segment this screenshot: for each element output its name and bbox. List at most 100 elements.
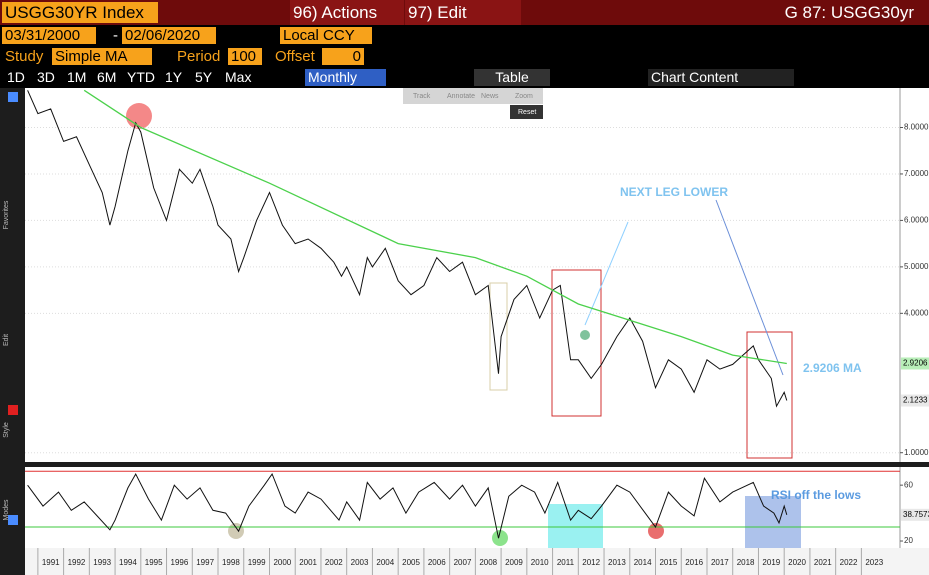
x-tick-label: 2001 (299, 558, 317, 567)
x-tick-label: 1995 (145, 558, 163, 567)
annotation: RSI off the lows (771, 488, 861, 502)
x-tick-label: 2004 (376, 558, 394, 567)
range-button[interactable]: 5Y (195, 69, 213, 85)
annotation: 2.9206 MA (803, 361, 862, 375)
y-tick-label: 1.0000 (904, 448, 929, 457)
chart-area: NEXT LEG LOWER 2.9206 MA RSI off the low… (0, 88, 929, 575)
annotation: NEXT LEG LOWER (620, 185, 728, 199)
table-button[interactable]: Table (474, 69, 550, 86)
highlight-box (551, 269, 602, 417)
range-button[interactable]: 1Y (165, 69, 183, 85)
range-row: Monthly Table Chart Content 1D 3D 1M 6M YTD 1… (0, 67, 929, 88)
study[interactable]: Simple MA (52, 48, 152, 65)
series-line (27, 472, 788, 539)
date-sep: - (113, 27, 118, 44)
tool-label: Track (413, 93, 431, 100)
x-tick-label: 2009 (505, 558, 523, 567)
edit-tab[interactable]: 97) Edit (405, 0, 521, 25)
x-axis-band (25, 548, 929, 575)
x-tick-label: 2016 (685, 558, 703, 567)
x-tick-label: 2023 (865, 558, 883, 567)
x-tick-label: 2021 (814, 558, 832, 567)
sidebar-label: Modes (3, 499, 10, 521)
x-tick-label: 2003 (351, 558, 369, 567)
series-line (83, 89, 787, 365)
x-tick-label: 2015 (659, 558, 677, 567)
tool-icon[interactable] (8, 92, 18, 102)
range-button[interactable]: 6M (97, 69, 117, 85)
highlight-box (745, 496, 801, 548)
offset[interactable]: 0 (322, 48, 364, 65)
panel-divider (25, 462, 929, 467)
last-value-label: 38.7573 (903, 510, 929, 519)
x-tick-label: 1992 (68, 558, 86, 567)
y-tick-label: 20 (904, 536, 913, 545)
last-value-label: 2.9206 (903, 359, 928, 368)
tool-strip[interactable] (403, 88, 543, 104)
reset-button[interactable] (510, 105, 543, 119)
x-tick-label: 2017 (711, 558, 729, 567)
chart-content-button[interactable]: Chart Content (648, 69, 794, 86)
x-tick-label: 1996 (171, 558, 189, 567)
x-tick-label: 1993 (93, 558, 111, 567)
period[interactable]: 100 (228, 48, 262, 65)
highlight-circle (126, 103, 152, 129)
x-tick-label: 1994 (119, 558, 137, 567)
currency[interactable]: Local CCY (280, 27, 372, 44)
date-row: 03/31/2000 - 02/06/2020 Local CCY (0, 25, 929, 46)
x-tick-label: 2011 (557, 558, 575, 567)
x-tick-label: 2010 (531, 558, 549, 567)
sidebar-label: Style (3, 422, 10, 438)
title-bar: USGG30YR Index 96) Actions 97) Edit G 87… (0, 0, 929, 25)
highlight-box (746, 331, 793, 459)
end-date[interactable]: 02/06/2020 (122, 27, 216, 44)
page-code: G 87: USGG30yr (784, 3, 914, 22)
study-label: Study (5, 48, 44, 65)
x-tick-label: 2019 (762, 558, 780, 567)
tool-label: News (481, 93, 499, 100)
ticker[interactable]: USGG30YR Index (2, 2, 158, 23)
y-tick-label: 7.0000 (904, 169, 929, 178)
last-value-box (901, 357, 929, 370)
range-button[interactable]: YTD (127, 69, 155, 85)
x-tick-label: 2012 (582, 558, 600, 567)
range-button[interactable]: 1D (7, 69, 25, 85)
x-tick-label: 2008 (479, 558, 497, 567)
highlight-circle (492, 530, 508, 546)
start-date[interactable]: 03/31/2000 (2, 27, 96, 44)
tool-label: Zoom (515, 93, 533, 100)
x-tick-label: 2000 (273, 558, 291, 567)
tool-label: Annotate (447, 93, 475, 100)
arrow (715, 199, 784, 376)
series-line (27, 90, 788, 408)
highlight-box (548, 504, 603, 548)
last-value-box (901, 394, 929, 407)
x-tick-label: 2007 (454, 558, 472, 567)
x-tick-label: 2018 (737, 558, 755, 567)
offset-label: Offset (275, 48, 315, 65)
x-tick-label: 1998 (222, 558, 240, 567)
tool-icon[interactable] (8, 515, 18, 525)
x-tick-label: 1991 (42, 558, 60, 567)
x-tick-label: 2005 (402, 558, 420, 567)
y-tick-label: 5.0000 (904, 262, 929, 271)
tool-icon[interactable] (8, 405, 18, 415)
x-tick-label: 2020 (788, 558, 806, 567)
y-tick-label: 6.0000 (904, 216, 929, 225)
study-row: Study Simple MA Period 100 Offset 0 (0, 46, 929, 67)
highlight-circle (228, 523, 244, 539)
x-tick-label: 2022 (840, 558, 858, 567)
frequency[interactable]: Monthly (305, 69, 386, 86)
x-tick-label: 2014 (634, 558, 652, 567)
actions-tab[interactable]: 96) Actions (290, 0, 404, 25)
reset-label: Reset (518, 109, 536, 116)
y-tick-label: 4.0000 (904, 308, 929, 317)
range-button[interactable]: 3D (37, 69, 55, 85)
y-tick-label: 60 (904, 480, 913, 489)
range-button[interactable]: 1M (67, 69, 87, 85)
y-tick-label: 8.0000 (904, 123, 929, 132)
x-tick-label: 1999 (248, 558, 266, 567)
range-button[interactable]: Max (225, 69, 252, 85)
last-value-label: 2.1233 (903, 396, 928, 405)
